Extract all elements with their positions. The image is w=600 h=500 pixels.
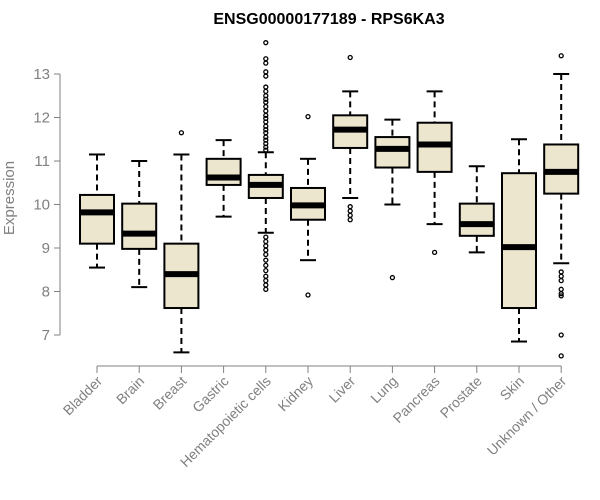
x-tick-label: Pancreas <box>390 373 443 426</box>
x-tick-label: Breast <box>150 373 190 413</box>
outlier-point <box>263 96 269 102</box>
outlier-point <box>263 40 269 46</box>
box-prostate <box>458 165 495 254</box>
x-tick-label: Liver <box>326 373 359 406</box>
outlier-point <box>558 277 564 284</box>
outlier-point <box>263 147 269 153</box>
iqr-box <box>501 172 537 310</box>
outlier-point <box>263 286 269 292</box>
box-hematopoietic-cells <box>247 40 284 292</box>
box-kidney <box>290 113 326 298</box>
x-tick-label: Prostate <box>437 373 485 421</box>
outlier-point <box>389 274 396 281</box>
box-bladder <box>79 153 115 269</box>
outlier-point <box>558 293 564 299</box>
outlier-point <box>558 286 564 292</box>
outlier-point <box>305 113 311 120</box>
outlier-point <box>263 277 269 284</box>
box-skin <box>501 138 537 343</box>
outlier-point <box>263 84 269 90</box>
outlier-point <box>263 108 269 114</box>
iqr-box <box>79 193 115 245</box>
outlier-point <box>263 119 269 125</box>
outlier-point <box>263 99 269 105</box>
y-tick-label: 8 <box>42 284 50 301</box>
outlier-point <box>263 247 269 253</box>
x-tick-label: Skin <box>497 373 528 404</box>
outlier-point <box>558 269 564 275</box>
outlier-point <box>305 292 311 298</box>
y-tick-label: 10 <box>33 197 50 214</box>
y-tick-label: 13 <box>33 66 50 83</box>
iqr-box <box>458 202 495 237</box>
y-tick-label: 12 <box>33 110 50 127</box>
box-brain <box>121 160 158 289</box>
y-axis: 7 8 9 10 11 12 13 <box>33 66 61 344</box>
outlier-point <box>263 243 269 249</box>
outlier-point <box>263 267 269 274</box>
outlier-point <box>347 212 353 219</box>
outlier-point <box>347 217 353 223</box>
iqr-box <box>205 157 242 186</box>
outlier-point <box>558 53 564 59</box>
x-tick-label: Unknown / Other <box>484 373 570 459</box>
y-axis-label: Expression <box>1 161 18 235</box>
outlier-point <box>263 234 269 240</box>
iqr-box <box>374 136 411 169</box>
outlier-point <box>558 291 564 297</box>
y-tick-label: 9 <box>42 240 50 257</box>
box-pancreas <box>416 90 453 256</box>
outlier-point <box>431 249 438 256</box>
outlier-point <box>558 332 564 338</box>
iqr-box <box>121 202 158 250</box>
outlier-point <box>263 56 269 62</box>
outlier-point <box>263 127 269 133</box>
outlier-point <box>263 257 269 263</box>
outlier-point <box>263 112 269 118</box>
outlier-point <box>263 60 269 66</box>
outlier-point <box>263 144 269 150</box>
box-breast <box>163 130 200 354</box>
chart-title: ENSG00000177189 - RPS6KA3 <box>213 11 444 28</box>
outlier-point <box>263 262 269 269</box>
outlier-point <box>178 130 185 136</box>
outlier-point <box>263 69 269 75</box>
y-tick-label: 7 <box>42 327 50 344</box>
outlier-point <box>347 204 353 210</box>
outlier-point <box>558 353 564 359</box>
outlier-point <box>263 130 269 136</box>
outlier-point <box>558 273 564 279</box>
box-unknown-other <box>543 53 580 359</box>
outlier-point <box>347 54 353 61</box>
outlier-point <box>263 238 269 245</box>
outlier-point <box>263 88 269 95</box>
outlier-point <box>263 251 269 258</box>
outlier-point <box>263 134 269 140</box>
outlier-point <box>263 273 269 279</box>
outlier-point <box>263 73 269 79</box>
outlier-point <box>263 103 269 110</box>
box-liver <box>332 54 369 223</box>
x-tick-label: Bladder <box>60 373 106 419</box>
x-tick-label: Kidney <box>275 373 317 415</box>
box-gastric <box>205 139 242 218</box>
x-tick-label: Brain <box>113 373 147 407</box>
y-tick-label: 11 <box>34 153 50 170</box>
outlier-point <box>347 208 353 214</box>
box-lung <box>374 118 411 281</box>
outlier-point <box>263 282 269 288</box>
x-tick-label: Lung <box>367 373 400 406</box>
boxes-layer <box>79 40 580 359</box>
